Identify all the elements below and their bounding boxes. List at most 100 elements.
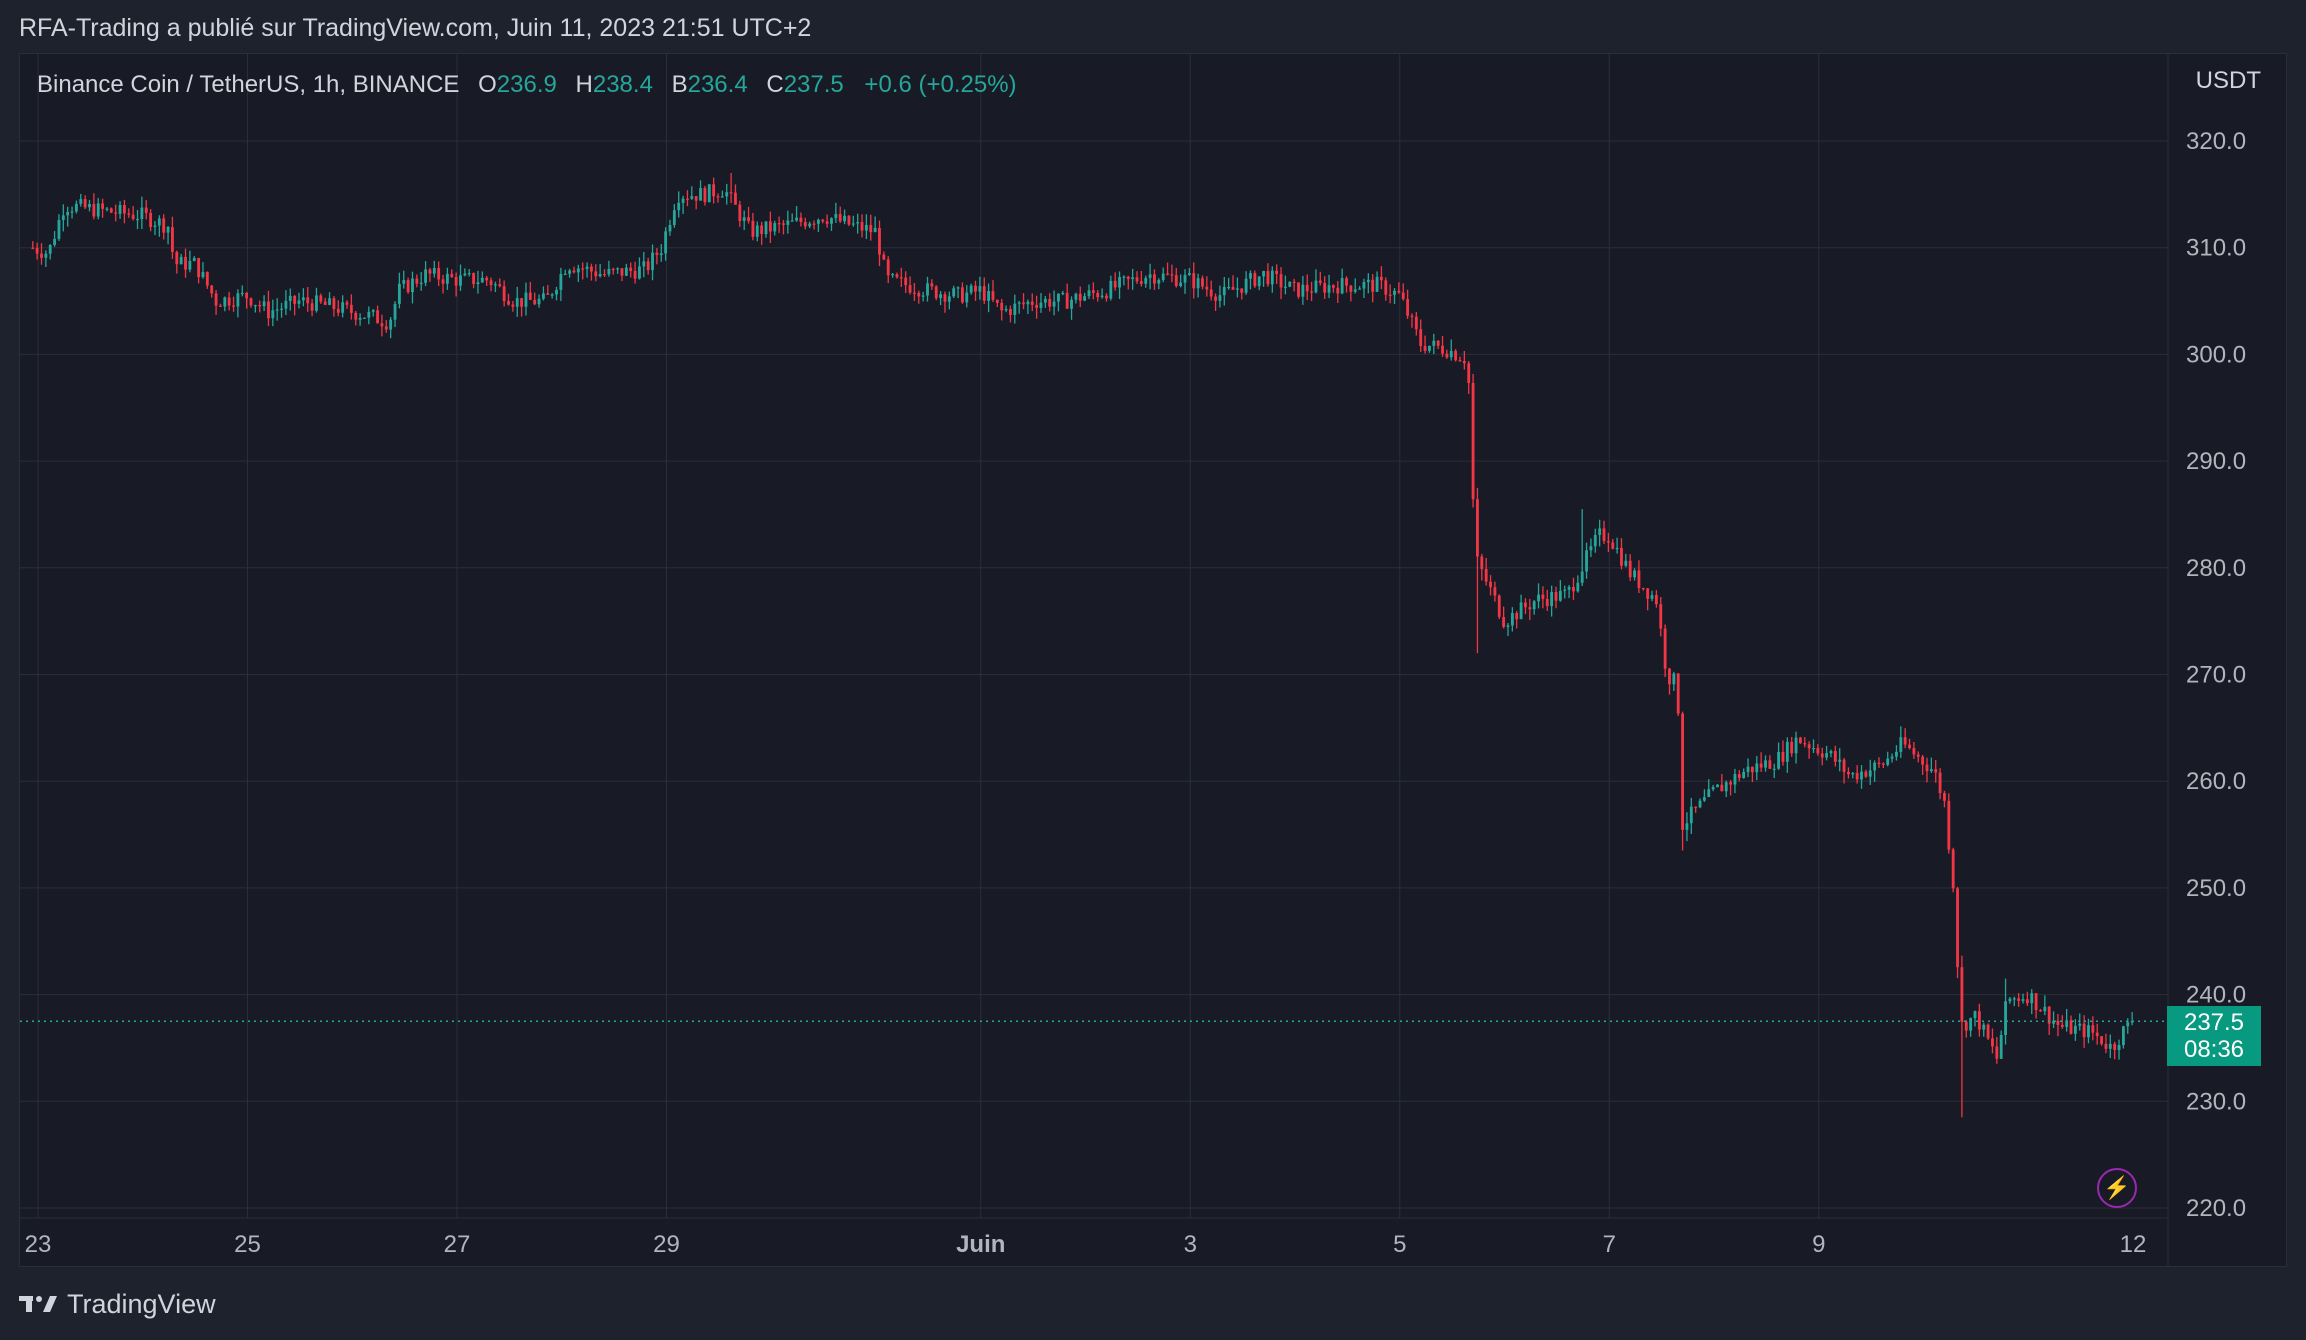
candle-body — [1781, 751, 1785, 762]
candle-body — [354, 312, 358, 320]
candle-body — [921, 295, 925, 297]
candle-body — [1436, 340, 1440, 346]
candle-body — [1820, 753, 1824, 758]
candle-body — [655, 252, 659, 256]
candle-body — [253, 305, 257, 307]
candle-body — [1331, 285, 1335, 288]
candle-body — [1969, 1018, 1973, 1031]
candle-body — [1209, 289, 1213, 297]
candle-body — [1720, 784, 1724, 792]
candle-body — [363, 317, 366, 319]
candle-body — [236, 293, 240, 307]
candle-body — [371, 310, 375, 312]
candle-body — [1353, 289, 1357, 292]
y-tick-label: 320.0 — [2186, 128, 2246, 155]
candle-body — [803, 221, 807, 227]
candle-body — [1593, 535, 1597, 547]
candle-body — [2117, 1045, 2121, 1050]
candle-body — [1977, 1011, 1981, 1030]
candle-body — [856, 222, 860, 224]
candle-body — [153, 225, 157, 228]
candle-body — [1384, 280, 1388, 295]
candle-body — [1009, 309, 1012, 315]
candle-body — [1078, 293, 1082, 301]
candle-body — [533, 299, 537, 305]
candle-body — [1187, 273, 1191, 276]
candle-body — [1606, 541, 1610, 543]
candle-body — [341, 302, 345, 313]
candle-body — [1166, 273, 1169, 275]
candle-body — [2073, 1025, 2077, 1034]
candle-body — [2052, 1020, 2055, 1024]
candle-body — [1218, 295, 1222, 301]
candle-body — [1314, 280, 1318, 293]
candle-body — [109, 208, 113, 213]
candle-body — [1297, 282, 1300, 297]
x-tick-label: 7 — [1603, 1231, 1616, 1258]
high-value: 238.4 — [592, 71, 653, 98]
candle-body — [943, 294, 947, 302]
candle-body — [92, 204, 96, 217]
candle-body — [1026, 301, 1030, 305]
candle-body — [476, 282, 480, 285]
candle-body — [1585, 550, 1588, 572]
candle-body — [1916, 754, 1920, 757]
candle-body — [672, 210, 676, 226]
candle-body — [882, 254, 886, 260]
candle-body — [2100, 1036, 2103, 1044]
close-value: 237.5 — [783, 71, 844, 98]
candle-body — [1576, 582, 1580, 592]
candle-body — [1214, 296, 1217, 301]
candle-body — [1812, 747, 1815, 750]
chart-panel[interactable]: 320.0 310.0 300.0 290.0 280.0 270.0 260.0 250.0… — [19, 53, 2287, 1267]
currency-label[interactable]: USDT — [2195, 67, 2261, 94]
candle-body — [611, 268, 615, 271]
candle-body — [1807, 744, 1811, 749]
candle-body — [411, 278, 414, 293]
candle-body — [899, 277, 903, 279]
candle-body — [1366, 279, 1370, 282]
candle-body — [493, 284, 497, 286]
candle-body — [1061, 292, 1065, 295]
candle-body — [1358, 288, 1362, 290]
candle-body — [795, 217, 798, 221]
candle-body — [101, 203, 105, 209]
candle-body — [406, 280, 410, 293]
candle-body — [1454, 350, 1458, 361]
candle-body — [1432, 340, 1436, 346]
candle-body — [690, 196, 694, 199]
candle-body — [48, 245, 52, 254]
footer-brand[interactable]: TradingView — [19, 1289, 216, 1319]
candle-body — [969, 285, 973, 293]
candle-body — [1729, 782, 1733, 785]
candle-body — [1964, 1021, 1968, 1031]
candle-body — [1947, 800, 1951, 850]
candle-body — [1083, 296, 1087, 301]
candle-body — [1183, 275, 1187, 283]
high-label: H — [575, 71, 593, 98]
candle-body — [1428, 345, 1431, 351]
x-tick-label: 25 — [234, 1231, 261, 1258]
candle-body — [1558, 590, 1562, 601]
candle-body — [2126, 1022, 2130, 1027]
candle-body — [1624, 560, 1628, 566]
open-value: 236.9 — [496, 71, 557, 98]
candle-body — [1043, 298, 1047, 303]
candle-body — [1637, 570, 1641, 588]
candle-body — [886, 259, 890, 276]
candlestick-chart[interactable]: 320.0 310.0 300.0 290.0 280.0 270.0 260.0 250.0… — [20, 54, 2286, 1266]
close-label: C — [766, 71, 784, 98]
candle-body — [184, 256, 187, 270]
flash-icon[interactable]: ⚡ — [2097, 1168, 2137, 1208]
candle-body — [734, 192, 737, 205]
candle-body — [646, 261, 650, 271]
candle-body — [1013, 303, 1017, 315]
candle-body — [380, 323, 384, 327]
candle-body — [450, 273, 454, 277]
symbol-label[interactable]: Binance Coin / TetherUS, 1h, BINANCE — [37, 71, 460, 98]
candle-body — [1449, 350, 1453, 358]
candle-body — [1598, 528, 1602, 536]
candle-body — [1401, 292, 1405, 300]
candle-body — [79, 199, 83, 204]
candle-body — [659, 253, 663, 256]
